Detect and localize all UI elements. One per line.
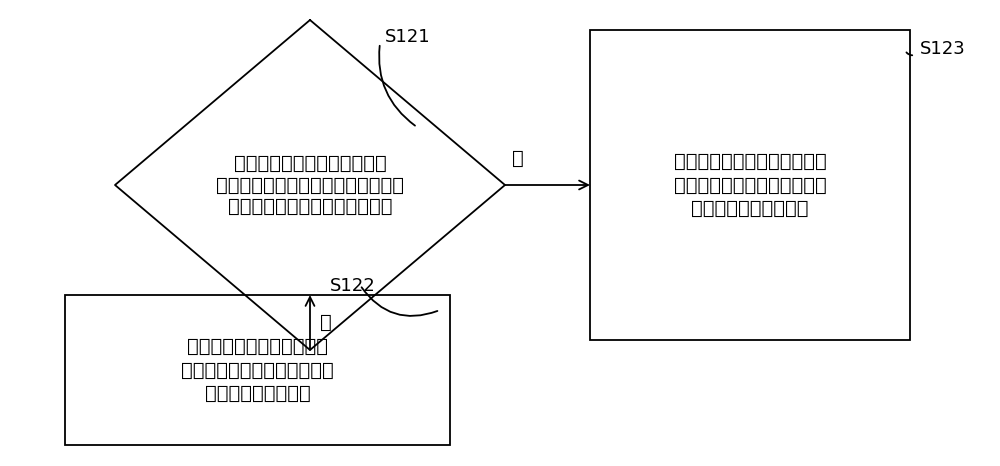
Bar [590,30,910,340]
Text: 是: 是 [512,149,524,168]
Text: 分布特征，判断所述每个维度信息的: 分布特征，判断所述每个维度信息的 [216,176,404,194]
Text: S123: S123 [920,40,966,58]
Text: S122: S122 [330,277,376,295]
Text: 采用第二归一化算法进行计: 采用第二归一化算法进行计 [187,337,328,356]
Text: 数据分布特征是否满足正态分布: 数据分布特征是否满足正态分布 [228,197,392,216]
Text: 否: 否 [320,313,332,331]
Text: 得到对应的归一化数值: 得到对应的归一化数值 [691,199,809,218]
Text: 根据所述每个维度信息的数据: 根据所述每个维度信息的数据 [234,154,386,173]
Text: 采用第一归一化算法对满足正: 采用第一归一化算法对满足正 [674,152,826,171]
Text: S121: S121 [385,28,431,46]
Text: 态分布的维度信息进行计算，: 态分布的维度信息进行计算， [674,176,826,194]
Bar [65,295,450,445]
Text: 度信息的归一化数值: 度信息的归一化数值 [205,384,310,403]
Text: 算，得到不满足正态分布的维: 算，得到不满足正态分布的维 [181,361,334,379]
